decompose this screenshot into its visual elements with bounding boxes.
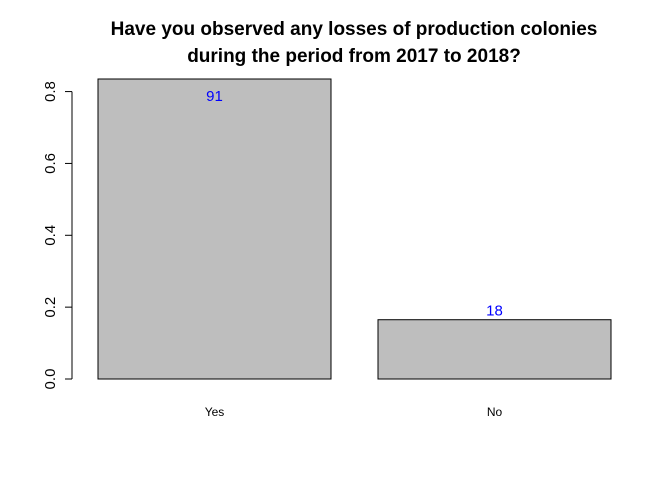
y-tick-label: 0.6 bbox=[42, 153, 59, 174]
data-label: 18 bbox=[486, 303, 503, 320]
chart-title-line-1: Have you observed any losses of producti… bbox=[111, 19, 598, 40]
category-labels: Yes No bbox=[205, 405, 503, 419]
category-label: Yes bbox=[205, 405, 225, 419]
y-tick-label: 0.2 bbox=[42, 297, 59, 318]
y-axis: 0.0 0.2 0.4 0.6 0.8 bbox=[42, 81, 73, 390]
data-labels: 91 18 bbox=[206, 88, 503, 320]
bars bbox=[97, 78, 612, 380]
y-tick-label: 0.4 bbox=[42, 225, 59, 246]
category-label: No bbox=[487, 405, 503, 419]
data-label: 91 bbox=[206, 88, 223, 105]
y-tick-label: 0.8 bbox=[42, 81, 59, 102]
chart-title-line-2: during the period from 2017 to 2018? bbox=[187, 46, 521, 67]
bar-yes bbox=[97, 78, 332, 380]
y-tick-label: 0.0 bbox=[42, 369, 59, 390]
bar-no bbox=[377, 319, 612, 380]
